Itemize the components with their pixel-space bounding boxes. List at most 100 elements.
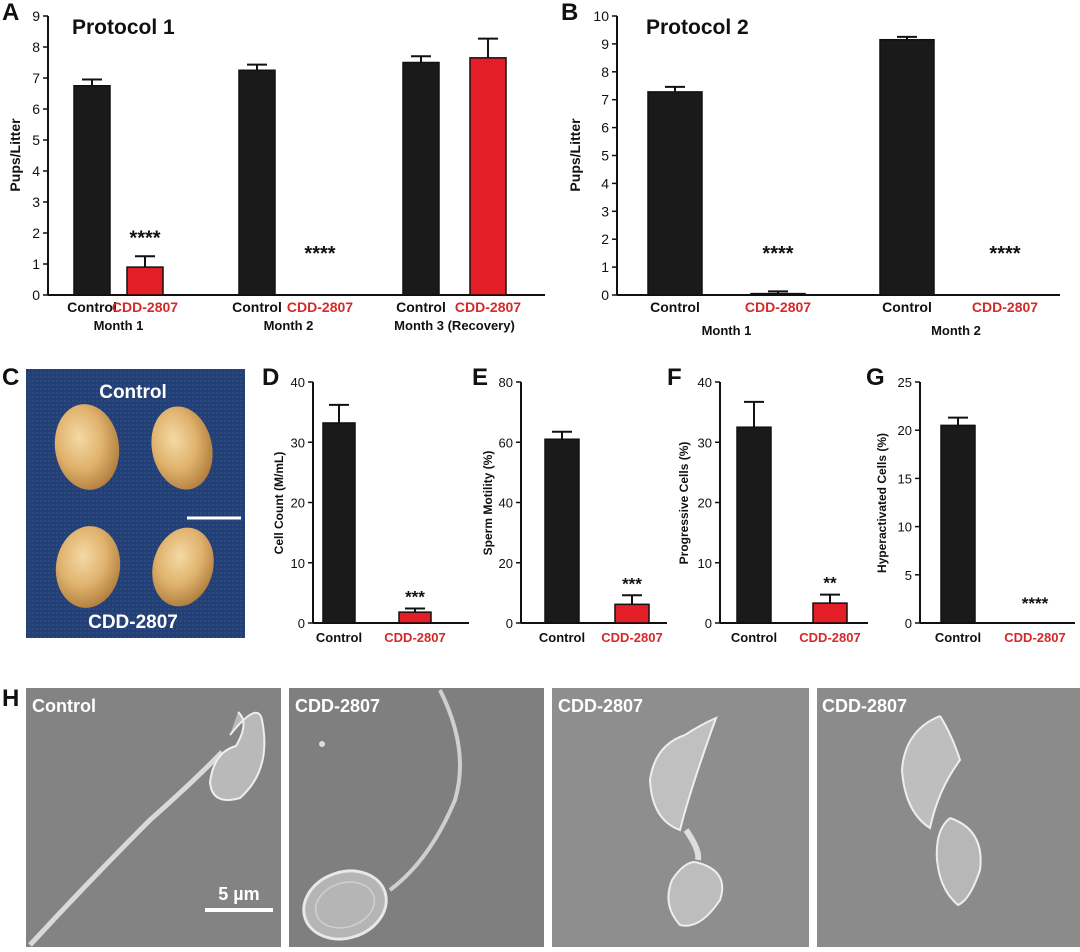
y-tick-label: 9	[601, 36, 609, 52]
y-tick-label: 3	[601, 203, 609, 219]
y-tick-label: 7	[32, 70, 40, 86]
bar-label-control: Control	[396, 299, 446, 315]
panel-letter-a: A	[2, 0, 19, 26]
y-tick-label: 3	[32, 194, 40, 210]
y-tick-label: 8	[601, 64, 609, 80]
y-tick-label: 2	[32, 225, 40, 241]
sem-label-4: CDD-2807	[822, 696, 907, 716]
group-label: Month 2	[264, 318, 314, 333]
group-label: Month 1	[94, 318, 144, 333]
bar-control	[322, 422, 356, 624]
significance-marker: ***	[405, 588, 425, 607]
sem-label-1: Control	[32, 696, 96, 716]
panel-letter-b: B	[561, 0, 578, 26]
y-axis-label: Progressive Cells (%)	[677, 442, 691, 565]
panel-letter-c: C	[2, 364, 19, 391]
sem-scale-label: 5 µm	[218, 884, 259, 904]
group-label: Month 3 (Recovery)	[394, 318, 515, 333]
y-tick-label: 20	[898, 423, 912, 438]
bar-control	[879, 38, 935, 296]
significance-marker: **	[823, 574, 837, 593]
bar-label-control: Control	[316, 630, 362, 645]
panel-h-sem: H Control 5 µm CDD-2807 CDD-2807	[2, 685, 1080, 947]
bar-label-treated: CDD-2807	[972, 299, 1038, 315]
sem-image-cdd2807-2: CDD-2807	[552, 688, 809, 947]
fabric-background	[26, 369, 245, 638]
bar-treated	[614, 603, 650, 624]
group-label: Month 2	[931, 323, 981, 338]
bar-control	[647, 91, 703, 296]
bar-control	[940, 424, 976, 624]
bar-label-treated: CDD-2807	[601, 630, 662, 645]
y-tick-label: 30	[698, 435, 712, 450]
y-tick-label: 5	[32, 132, 40, 148]
testis-treated-1	[55, 526, 121, 608]
bar-treated	[750, 292, 806, 296]
y-tick-label: 9	[32, 8, 40, 24]
panel-letter-h: H	[2, 685, 19, 712]
y-tick-label: 6	[601, 120, 609, 136]
significance-marker: ****	[304, 243, 335, 265]
sem-image-cdd2807-1: CDD-2807	[289, 688, 544, 947]
panel-letter-g: G	[866, 364, 885, 391]
y-tick-label: 8	[32, 39, 40, 55]
y-tick-label: 0	[32, 287, 40, 303]
y-axis-label: Pups/Litter	[7, 118, 23, 192]
y-tick-label: 0	[705, 616, 712, 631]
bar-control	[73, 85, 111, 296]
y-tick-label: 10	[898, 520, 912, 535]
bar-label-treated: CDD-2807	[745, 299, 811, 315]
panel-g-chart: G 0 5 10 15 20 25 Hyperactivated Cells (%) Contr…	[866, 364, 1075, 645]
bar-treated	[812, 602, 848, 624]
bar-label-treated: CDD-2807	[384, 630, 445, 645]
bar-label-control: Control	[731, 630, 777, 645]
significance-marker: ****	[1022, 594, 1049, 613]
bar-label-control: Control	[935, 630, 981, 645]
significance-marker: ****	[989, 243, 1020, 265]
sem-image-cdd2807-3: CDD-2807	[817, 688, 1080, 947]
testis-control-1	[54, 404, 120, 490]
bar-control	[402, 61, 440, 296]
bar-treated	[126, 266, 164, 296]
bar-label-treated: CDD-2807	[799, 630, 860, 645]
bar-label-control: Control	[650, 299, 700, 315]
chart-title: Protocol 2	[646, 16, 749, 39]
y-tick-label: 30	[291, 435, 305, 450]
y-tick-label: 40	[499, 496, 513, 511]
y-tick-label: 60	[499, 435, 513, 450]
bar-control	[238, 69, 276, 296]
sem-image-control: Control 5 µm	[26, 688, 281, 947]
testis-control-2	[151, 406, 213, 490]
y-tick-label: 80	[499, 375, 513, 390]
y-axis-label: Hyperactivated Cells (%)	[875, 433, 889, 573]
bar-label-treated: CDD-2807	[287, 299, 353, 315]
bar-control	[544, 438, 580, 624]
y-tick-label: 20	[499, 556, 513, 571]
bar-label-control: Control	[232, 299, 282, 315]
y-tick-label: 6	[32, 101, 40, 117]
y-axis-label: Pups/Litter	[567, 118, 583, 192]
y-axis-label: Cell Count (M/mL)	[272, 452, 286, 555]
bar-treated	[469, 57, 507, 296]
panel-d-chart: D 0 10 20 30 40 Cell Count (M/mL) Control CDD-28…	[262, 364, 469, 645]
y-tick-label: 5	[905, 568, 912, 583]
testis-treated-2	[152, 527, 214, 607]
y-tick-label: 7	[601, 92, 609, 108]
y-tick-label: 1	[32, 256, 40, 272]
y-tick-label: 40	[291, 375, 305, 390]
panel-b-chart: B Protocol 2 0 1 2 3 4 5 6 7 8 9 10 Pups/Litter Contro…	[561, 0, 1060, 338]
bar-label-control: Control	[539, 630, 585, 645]
significance-marker: ****	[129, 227, 160, 249]
y-tick-label: 20	[698, 496, 712, 511]
y-tick-label: 2	[601, 231, 609, 247]
bar-treated	[398, 611, 432, 624]
y-tick-label: 0	[601, 287, 609, 303]
panel-e-chart: E 0 20 40 60 80 Sperm Motility (%) Control CDD-2…	[472, 364, 667, 645]
y-axis-label: Sperm Motility (%)	[481, 451, 495, 556]
y-tick-label: 5	[601, 148, 609, 164]
y-tick-label: 10	[291, 556, 305, 571]
significance-marker: ****	[762, 243, 793, 265]
photo-label-control: Control	[99, 382, 167, 403]
y-tick-label: 20	[291, 496, 305, 511]
